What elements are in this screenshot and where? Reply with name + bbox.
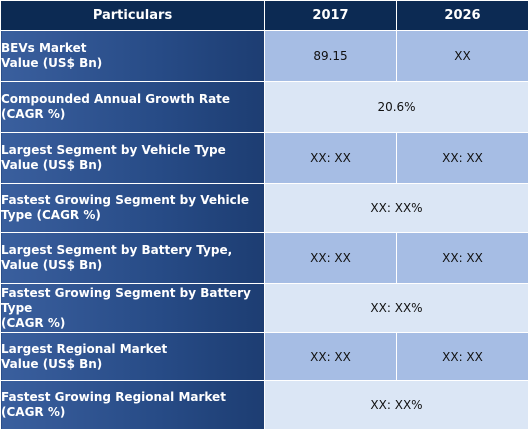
table-row: Compounded Annual Growth Rate (CAGR %) 2…: [1, 82, 528, 133]
table-row: Fastest Growing Segment by Battery Type …: [1, 284, 528, 333]
value-merged: XX: XX%: [265, 284, 528, 333]
table-row: Fastest Growing Segment by Vehicle Type …: [1, 184, 528, 233]
table-row: Fastest Growing Regional Market (CAGR %)…: [1, 381, 528, 430]
row-label: Largest Regional Market Value (US$ Bn): [1, 333, 265, 381]
row-label: Largest Segment by Vehicle Type Value (U…: [1, 133, 265, 184]
row-label: Fastest Growing Segment by Battery Type …: [1, 284, 265, 333]
value-2017: XX: XX: [265, 233, 397, 284]
value-2026: XX: [397, 31, 528, 82]
value-2017: 89.15: [265, 31, 397, 82]
header-2017: 2017: [265, 1, 397, 31]
table-row: Largest Segment by Battery Type, Value (…: [1, 233, 528, 284]
row-label: Fastest Growing Segment by Vehicle Type …: [1, 184, 265, 233]
table-row: Largest Segment by Vehicle Type Value (U…: [1, 133, 528, 184]
table-row: BEVs Market Value (US$ Bn) 89.15 XX: [1, 31, 528, 82]
value-2026: XX: XX: [397, 233, 528, 284]
value-merged: XX: XX%: [265, 184, 528, 233]
row-label: Largest Segment by Battery Type, Value (…: [1, 233, 265, 284]
value-2026: XX: XX: [397, 133, 528, 184]
header-row: Particulars 2017 2026: [1, 1, 528, 31]
value-2017: XX: XX: [265, 133, 397, 184]
value-2017: XX: XX: [265, 333, 397, 381]
header-particulars: Particulars: [1, 1, 265, 31]
row-label: BEVs Market Value (US$ Bn): [1, 31, 265, 82]
row-label: Compounded Annual Growth Rate (CAGR %): [1, 82, 265, 133]
header-2026: 2026: [397, 1, 528, 31]
value-merged: 20.6%: [265, 82, 528, 133]
value-2026: XX: XX: [397, 333, 528, 381]
table-row: Largest Regional Market Value (US$ Bn) X…: [1, 333, 528, 381]
row-label: Fastest Growing Regional Market (CAGR %): [1, 381, 265, 430]
value-merged: XX: XX%: [265, 381, 528, 430]
